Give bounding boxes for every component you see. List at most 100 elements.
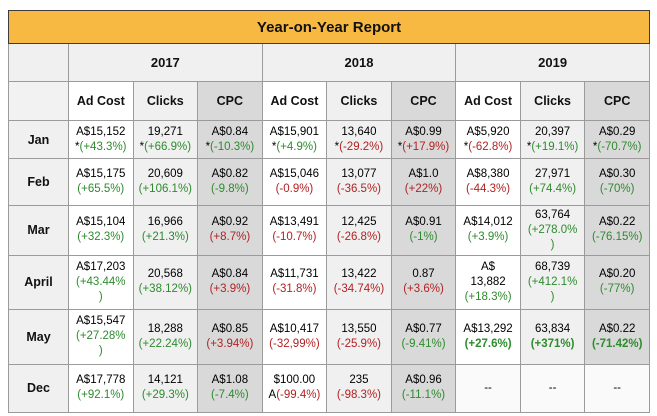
- cell-value: A$17,778: [76, 374, 126, 387]
- metric-header-2017-clicks: Clicks: [132, 81, 199, 121]
- cell-change-text: (+3.9%): [467, 231, 509, 244]
- cell-value: A$0.84: [211, 125, 249, 138]
- cell-april-2019-clicks: 68,739 (+412.1% ): [519, 254, 586, 310]
- cell-value: --: [484, 381, 492, 394]
- cell-change-percent: (-26.8%): [328, 230, 390, 245]
- cell-change-text: (-0.9%): [275, 183, 314, 195]
- cell-change-percent: (+18.3%): [457, 290, 519, 305]
- metric-header-2019-cpc: CPC: [584, 81, 650, 121]
- cell-change-text: (-26.8%): [336, 231, 382, 244]
- cell-change-percent: *(+19.1%): [522, 140, 584, 155]
- cell-change-percent: (-70%): [586, 182, 648, 197]
- cell-value: A$1.0: [408, 168, 439, 181]
- cell-may-2017-clicks: 18,288 (+22.24%): [132, 308, 199, 365]
- metric-header-2017-cpc: CPC: [197, 81, 263, 121]
- cell-value: A$0.96: [405, 374, 442, 387]
- cell-value: A$0.30: [598, 168, 636, 181]
- cell-dec-2018-ad-cost: $100.00 A(-99.4%): [261, 363, 328, 413]
- cell-value: 19,271: [147, 125, 183, 138]
- month-label-april: April: [8, 254, 69, 310]
- cell-change-text: (+38.12%): [138, 283, 193, 296]
- cell-value: $100.00: [273, 374, 316, 387]
- cell-feb-2018-ad-cost: A$15,046 (-0.9%): [261, 158, 328, 206]
- cell-change-prefix: *: [463, 140, 469, 153]
- cell-may-2019-cpc: A$0.22 (-71.42%): [584, 308, 650, 365]
- cell-value: A$0.22: [598, 216, 636, 229]
- table-row-jan: Jan A$15,152 *(+43.3%) 19,271 *(+66.9%) A$0.8…: [8, 120, 650, 159]
- cell-value: A$17,203: [76, 260, 126, 273]
- cell-value: 63,834: [535, 322, 571, 335]
- cell-change-text: (-99.4%): [276, 389, 321, 402]
- cell-change-text: (+18.3%): [464, 290, 512, 303]
- cell-change-text: (-34.74%): [333, 283, 385, 296]
- cell-change-text: (-9.8%): [211, 183, 249, 195]
- cell-change-text: (-10.7%): [272, 231, 317, 244]
- cell-change-percent: (-7.4%): [199, 388, 261, 403]
- year-header-2019: 2019: [455, 43, 650, 82]
- cell-value: A$13,491: [269, 216, 320, 229]
- cell-change-percent: (-1%): [393, 230, 455, 245]
- metric-header-2019-clicks: Clicks: [519, 81, 586, 121]
- cell-may-2018-clicks: 13,550 (-25.9%): [326, 308, 392, 365]
- cell-value: A$0.84: [211, 268, 249, 281]
- cell-change-text: (-29.2%): [339, 140, 384, 153]
- cell-value: A$15,175: [76, 168, 126, 181]
- cell-change-percent: (+43.44% ): [70, 275, 132, 305]
- cell-feb-2019-clicks: 27,971 (+74.4%): [519, 158, 586, 206]
- year-header-2018: 2018: [261, 43, 457, 82]
- cell-feb-2017-clicks: 20,609 (+106.1%): [132, 158, 199, 206]
- cell-jan-2018-cpc: A$0.99 *(+17.9%): [390, 120, 457, 159]
- cell-change-text: (-98.3%): [336, 389, 382, 402]
- cell-change-prefix: *: [139, 140, 145, 153]
- cell-value: A$ 13,882: [470, 260, 506, 288]
- cell-april-2017-clicks: 20,568 (+38.12%): [132, 254, 199, 310]
- cell-change-text: (+74.4%): [529, 183, 577, 195]
- cell-change-text: (+3.94%): [206, 337, 254, 350]
- cell-value: --: [613, 381, 622, 394]
- cell-change-percent: (+32.3%): [70, 230, 132, 245]
- cell-change-text: (-71.42%): [591, 337, 643, 350]
- cell-may-2019-ad-cost: A$13,292 (+27.6%): [455, 308, 521, 365]
- cell-jan-2019-cpc: A$0.29 *(-70.7%): [584, 120, 650, 159]
- cell-value: A$0.22: [598, 322, 636, 335]
- metric-header-2018-cpc: CPC: [390, 81, 457, 121]
- cell-value: A$0.82: [211, 168, 249, 181]
- cell-change-percent: (-31.8%): [264, 282, 326, 297]
- year-on-year-table: Year-on-Year Report 2017 2018 2019 Ad Co…: [8, 10, 650, 413]
- cell-change-percent: *(-70.7%): [586, 140, 648, 155]
- cell-feb-2018-clicks: 13,077 (-36.5%): [326, 158, 392, 206]
- cell-feb-2017-cpc: A$0.82 (-9.8%): [197, 158, 263, 206]
- cell-value: 16,966: [147, 216, 183, 229]
- cell-change-text: (+27.6%): [464, 337, 512, 350]
- cell-dec-2018-clicks: 235 (-98.3%): [326, 363, 392, 413]
- table-row-feb: Feb A$15,175 (+65.5%) 20,609 (+106.1%) A$0.82…: [8, 158, 650, 206]
- cell-value: 13,422: [341, 268, 377, 281]
- table-row-may: May A$15,547 (+27.28% ) 18,288 (+22.24%) A$0.…: [8, 308, 650, 365]
- cell-value: A$5,920: [466, 125, 510, 138]
- cell-dec-2017-ad-cost: A$17,778 (+92.1%): [68, 363, 134, 413]
- cell-change-percent: (-44.3%): [457, 182, 519, 197]
- cell-change-text: (+8.7%): [209, 231, 251, 244]
- cell-change-prefix: *: [75, 140, 80, 153]
- cell-change-percent: *(-10.3%): [199, 140, 261, 155]
- cell-change-text: (+27.28% ): [75, 330, 126, 358]
- cell-mar-2018-ad-cost: A$13,491 (-10.7%): [261, 205, 328, 256]
- cell-feb-2019-cpc: A$0.30 (-70%): [584, 158, 650, 206]
- cell-change-percent: (-34.74%): [328, 282, 390, 297]
- cell-may-2017-cpc: A$0.85 (+3.94%): [197, 308, 263, 365]
- cell-may-2018-cpc: A$0.77 (-9.41%): [390, 308, 457, 365]
- cell-value: A$8,380: [466, 168, 510, 181]
- cell-may-2018-ad-cost: A$10,417 (-32,99%): [261, 308, 328, 365]
- cell-value: A$13,292: [463, 322, 513, 335]
- cell-change-percent: (-76.15%): [586, 230, 648, 245]
- cell-change-prefix: *: [205, 140, 211, 153]
- cell-change-text: (+43.44% ): [75, 275, 126, 303]
- cell-value: 14,121: [147, 374, 183, 387]
- cell-change-text: (+106.1%): [138, 183, 193, 195]
- cell-change-text: (+412.1% ): [527, 275, 578, 303]
- cell-jan-2018-ad-cost: A$15,901 *(+4.9%): [261, 120, 328, 159]
- cell-value: A$15,046: [269, 168, 320, 181]
- cell-dec-2019-ad-cost: --: [455, 363, 521, 413]
- cell-april-2018-cpc: 0.87 (+3.6%): [390, 254, 457, 310]
